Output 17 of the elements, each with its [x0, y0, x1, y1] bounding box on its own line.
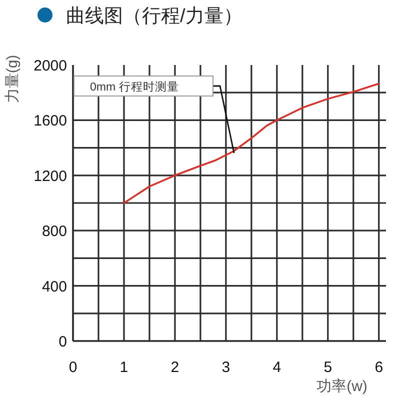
y-axis-title: 力量(g) — [4, 54, 21, 104]
x-axis-title: 功率(w) — [316, 378, 368, 395]
x-tick-label: 6 — [374, 359, 384, 376]
x-tick-label: 0 — [68, 359, 78, 376]
y-tick-label: 400 — [42, 278, 67, 296]
x-tick-label: 2 — [170, 359, 180, 376]
annotation: 0mm 行程时测量 — [90, 80, 179, 94]
chart-title: 曲线图（行程/力量） — [66, 6, 242, 27]
x-tick-label: 1 — [120, 359, 128, 376]
y-tick-label: 1200 — [34, 168, 67, 185]
y-tick-label: 0 — [58, 334, 67, 350]
y-tick-label: 2000 — [34, 58, 67, 74]
x-tick-label: 3 — [222, 359, 230, 376]
y-tick-label: 800 — [42, 223, 67, 240]
x-tick-label: 5 — [324, 359, 332, 376]
x-tick-label: 4 — [272, 359, 282, 376]
y-tick-label: 1600 — [34, 112, 67, 130]
